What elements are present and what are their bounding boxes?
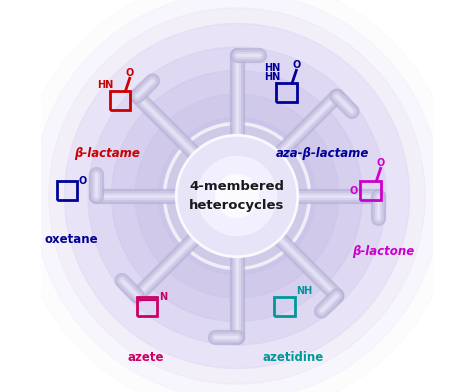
Text: O: O [350, 185, 358, 196]
Text: O: O [292, 60, 301, 70]
Text: oxetane: oxetane [45, 233, 99, 246]
Text: β-lactame: β-lactame [74, 147, 140, 160]
Circle shape [176, 135, 298, 257]
Text: O: O [79, 176, 87, 186]
Circle shape [216, 175, 258, 217]
Circle shape [88, 47, 386, 345]
Text: O: O [126, 68, 134, 78]
Text: 4-membered
heterocycles: 4-membered heterocycles [189, 180, 285, 212]
Circle shape [135, 94, 339, 298]
Circle shape [33, 0, 441, 392]
Circle shape [176, 135, 298, 257]
Text: azete: azete [127, 351, 164, 364]
Text: N: N [159, 292, 167, 302]
Text: HN: HN [264, 63, 280, 73]
Text: β-lactone: β-lactone [353, 245, 415, 258]
Text: aza-β-lactame: aza-β-lactame [276, 147, 370, 160]
Circle shape [64, 24, 410, 368]
Circle shape [111, 71, 363, 321]
Circle shape [198, 156, 276, 236]
Circle shape [164, 123, 310, 269]
Circle shape [18, 0, 456, 392]
Circle shape [159, 118, 315, 274]
Text: azetidine: azetidine [263, 351, 324, 364]
Text: HN: HN [264, 71, 280, 82]
Text: HN: HN [98, 80, 114, 90]
Circle shape [49, 8, 425, 384]
Text: O: O [376, 158, 385, 168]
Text: NH: NH [296, 285, 312, 296]
